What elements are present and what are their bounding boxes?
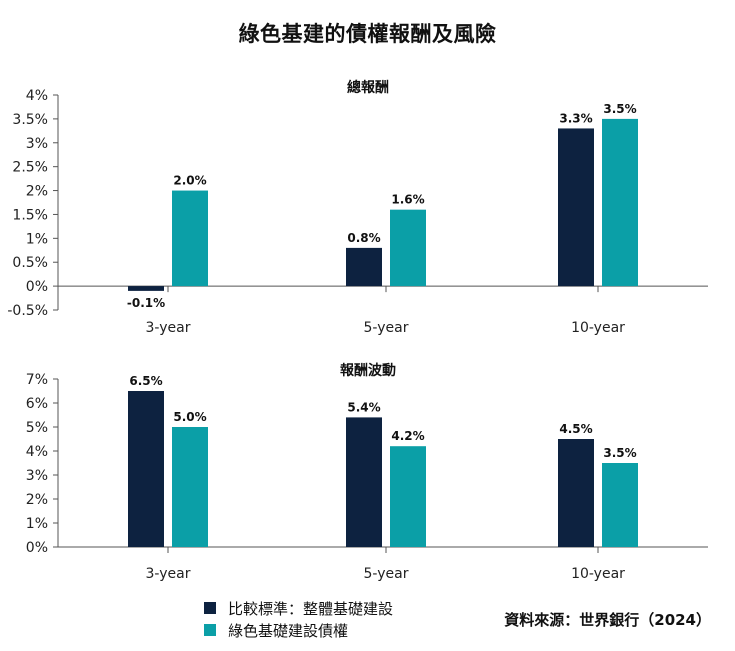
bar-1-0-0: [128, 391, 164, 547]
y-tick-label-1-7: 0%: [26, 540, 48, 556]
y-tick-label-0-7: 0.5%: [12, 255, 48, 271]
legend-swatch-green-bond: [204, 624, 216, 636]
data-label-1-1-1: 4.2%: [391, 429, 424, 443]
y-tick-label-0-6: 1%: [26, 231, 48, 247]
x-tick-label-1-2: 10-year: [571, 566, 625, 582]
bar-1-1-1: [390, 446, 426, 547]
y-tick-label-1-6: 1%: [26, 516, 48, 532]
bar-0-1-0: [172, 190, 208, 287]
bar-0-1-1: [390, 209, 426, 287]
y-tick-label-0-1: 3.5%: [12, 112, 48, 128]
y-tick-label-0-2: 3%: [26, 136, 48, 152]
data-label-0-1-0: 2.0%: [173, 174, 206, 188]
y-tick-label-1-4: 3%: [26, 468, 48, 484]
legend-swatch-benchmark: [204, 602, 216, 614]
data-label-0-1-2: 3.5%: [603, 102, 636, 116]
page-title: 綠色基建的債權報酬及風險: [238, 22, 497, 46]
bar-0-0-2: [558, 128, 594, 287]
data-label-0-1-1: 1.6%: [391, 193, 424, 207]
data-label-1-0-1: 5.4%: [347, 400, 380, 414]
y-tick-label-0-9: -0.5%: [7, 303, 48, 319]
bar-1-1-2: [602, 463, 638, 547]
legend-label-benchmark: 比較標準：整體基礎建設: [228, 599, 394, 618]
bar-0-1-2: [602, 118, 638, 287]
legend-item-green-bond: 綠色基礎建設債權: [204, 619, 393, 641]
bar-1-0-1: [346, 417, 382, 547]
x-tick-label-0-0: 3-year: [146, 320, 191, 336]
x-tick-label-0-2: 10-year: [571, 320, 625, 336]
legend-item-benchmark: 比較標準：整體基礎建設: [204, 597, 393, 619]
source-note: 資料來源：世界銀行（2024）: [504, 611, 711, 629]
panel-title-0: 總報酬: [347, 79, 389, 96]
y-tick-label-1-3: 4%: [26, 444, 48, 460]
x-tick-label-0-1: 5-year: [364, 320, 409, 336]
y-tick-label-1-2: 5%: [26, 420, 48, 436]
y-tick-label-0-8: 0%: [26, 279, 48, 295]
bar-1-1-0: [172, 427, 208, 547]
data-label-1-0-2: 4.5%: [559, 422, 592, 436]
data-label-0-0-2: 3.3%: [559, 111, 592, 125]
y-tick-label-0-0: 4%: [26, 88, 48, 104]
y-tick-label-1-5: 2%: [26, 492, 48, 508]
data-label-0-0-1: 0.8%: [347, 231, 380, 245]
legend: 比較標準：整體基礎建設 綠色基礎建設債權: [204, 597, 393, 641]
x-tick-label-1-1: 5-year: [364, 566, 409, 582]
data-label-1-1-0: 5.0%: [173, 410, 206, 424]
y-tick-label-0-5: 1.5%: [12, 207, 48, 223]
y-tick-label-1-0: 7%: [26, 372, 48, 388]
y-tick-label-0-3: 2.5%: [12, 160, 48, 176]
legend-label-green-bond: 綠色基礎建設債權: [228, 621, 349, 640]
y-tick-label-0-4: 2%: [26, 184, 48, 200]
y-tick-label-1-1: 6%: [26, 396, 48, 412]
data-label-1-1-2: 3.5%: [603, 446, 636, 460]
data-label-0-0-0: -0.1%: [127, 296, 165, 310]
bar-0-0-0: [128, 286, 164, 291]
panel-title-1: 報酬波動: [340, 362, 396, 379]
bar-0-0-1: [346, 247, 382, 287]
data-label-1-0-0: 6.5%: [129, 374, 162, 388]
x-tick-label-1-0: 3-year: [146, 566, 191, 582]
bar-1-0-2: [558, 439, 594, 547]
